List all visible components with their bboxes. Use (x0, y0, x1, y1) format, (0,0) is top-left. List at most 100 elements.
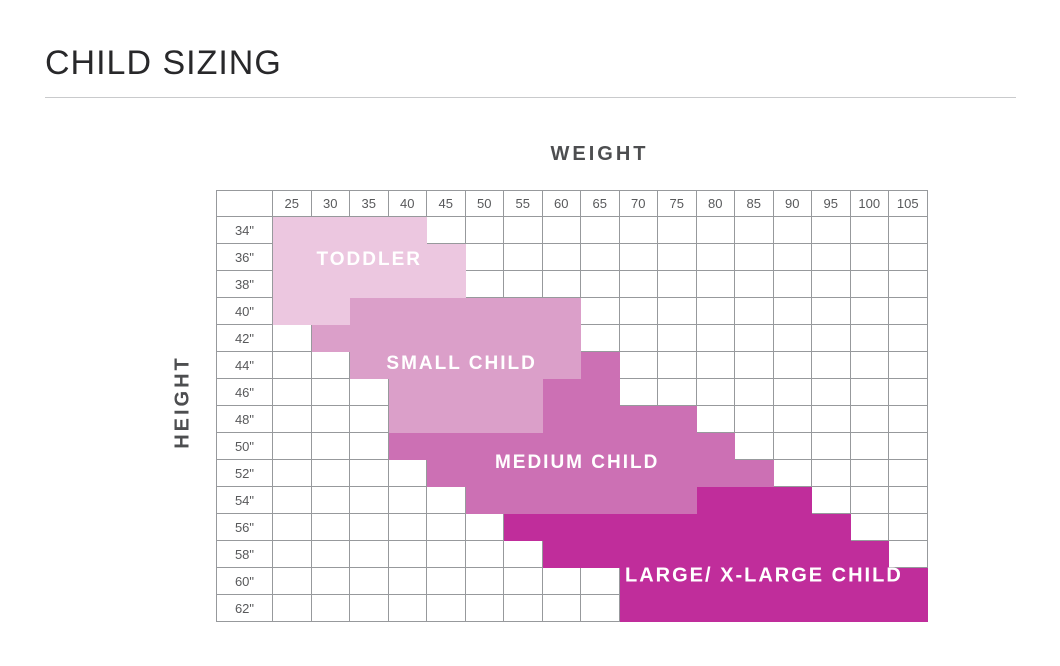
grid-cell (735, 217, 774, 244)
grid-cell (619, 325, 658, 352)
grid-cell (658, 568, 697, 595)
grid-cell (350, 379, 389, 406)
grid-cell (542, 217, 581, 244)
grid-cell (350, 271, 389, 298)
grid-cell (696, 487, 735, 514)
grid-cell (273, 217, 312, 244)
grid-cell (696, 217, 735, 244)
grid-cell (812, 325, 851, 352)
weight-header-cell: 35 (350, 191, 389, 217)
grid-cell (812, 487, 851, 514)
height-label-cell: 60" (217, 568, 273, 595)
grid-cell (619, 541, 658, 568)
grid-cell (658, 433, 697, 460)
grid-cell (273, 568, 312, 595)
grid-cell (696, 298, 735, 325)
height-label-cell: 50" (217, 433, 273, 460)
grid-cell (504, 487, 543, 514)
grid-cell (350, 406, 389, 433)
grid-cell (850, 568, 889, 595)
grid-cell (658, 460, 697, 487)
grid-cell (350, 433, 389, 460)
grid-cell (581, 541, 620, 568)
grid-cell (850, 433, 889, 460)
grid-cell (812, 568, 851, 595)
grid-cell (696, 325, 735, 352)
grid-cell (542, 460, 581, 487)
grid-cell (542, 595, 581, 622)
grid-cell (735, 541, 774, 568)
grid-cell (581, 514, 620, 541)
grid-cell (388, 406, 427, 433)
weight-header-cell: 55 (504, 191, 543, 217)
grid-cell (465, 568, 504, 595)
grid-cell (889, 460, 928, 487)
grid-cell (889, 514, 928, 541)
grid-cell (581, 460, 620, 487)
weight-header-cell: 85 (735, 191, 774, 217)
weight-header-cell: 95 (812, 191, 851, 217)
grid-cell (273, 595, 312, 622)
grid-cell (388, 433, 427, 460)
grid-cell (889, 325, 928, 352)
grid-cell (504, 217, 543, 244)
grid-cell (465, 271, 504, 298)
grid-cell (465, 406, 504, 433)
grid-cell (850, 217, 889, 244)
grid-cell (465, 595, 504, 622)
grid-cell (773, 433, 812, 460)
grid-cell (542, 541, 581, 568)
height-label-cell: 54" (217, 487, 273, 514)
grid-cell (542, 568, 581, 595)
grid-cell (350, 244, 389, 271)
grid-cell (427, 595, 466, 622)
grid-cell (850, 514, 889, 541)
weight-header-cell: 70 (619, 191, 658, 217)
weight-header-cell: 100 (850, 191, 889, 217)
grid-cell (542, 487, 581, 514)
grid-cell (889, 217, 928, 244)
grid-cell (388, 244, 427, 271)
grid-cell (273, 352, 312, 379)
grid-cell (542, 352, 581, 379)
grid-cell (581, 271, 620, 298)
grid-cell (658, 325, 697, 352)
region-label-large-xlarge-child: LARGE/ X-LARGE CHILD (624, 564, 903, 587)
grid-cell (504, 568, 543, 595)
grid-cell (658, 298, 697, 325)
grid-cell (773, 595, 812, 622)
grid-cell (735, 406, 774, 433)
grid-cell (735, 298, 774, 325)
height-label-cell: 46" (217, 379, 273, 406)
grid-cell (350, 325, 389, 352)
page-title: CHILD SIZING (45, 44, 282, 82)
grid-cell (388, 487, 427, 514)
grid-cell (773, 217, 812, 244)
weight-axis-label: WEIGHT (550, 143, 649, 165)
grid-cell (619, 298, 658, 325)
grid-cell (311, 541, 350, 568)
grid-cell (350, 514, 389, 541)
grid-cell (889, 298, 928, 325)
grid-cell (504, 325, 543, 352)
grid-cell (773, 352, 812, 379)
grid-cell (350, 352, 389, 379)
grid-cell (696, 379, 735, 406)
grid-cell (850, 244, 889, 271)
grid-cell (504, 514, 543, 541)
grid-cell (658, 244, 697, 271)
height-label-cell: 38" (217, 271, 273, 298)
grid-cell (427, 487, 466, 514)
grid-cell (465, 514, 504, 541)
grid-cell (273, 487, 312, 514)
grid-cell (388, 379, 427, 406)
grid-cell (427, 352, 466, 379)
grid-cell (658, 541, 697, 568)
grid-cell (850, 352, 889, 379)
grid-cell (388, 595, 427, 622)
grid-cell (311, 379, 350, 406)
grid-cell (311, 568, 350, 595)
grid-cell (812, 298, 851, 325)
grid-cell (773, 379, 812, 406)
weight-header-cell: 50 (465, 191, 504, 217)
